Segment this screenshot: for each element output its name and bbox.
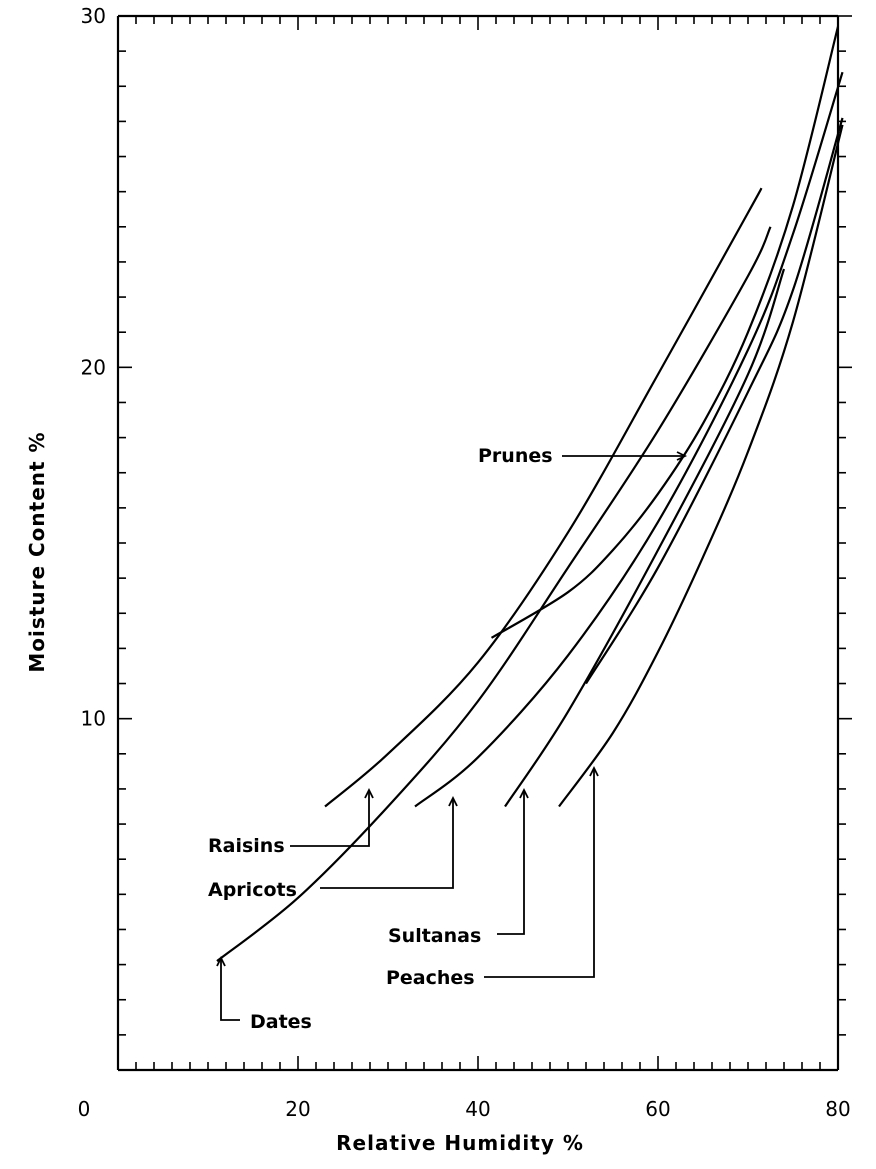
leader-arrow-dates [216,955,226,967]
leader-apricots [320,798,454,889]
leader-lines [216,451,688,1021]
leader-dates [220,958,240,1021]
y-tick-label-30: 30 [81,4,106,28]
ticks [118,15,852,1070]
curve-unlabeled [585,117,844,685]
axes [116,14,840,1072]
curve-prunes [490,26,840,639]
series-label-apricots: Apricots [208,879,297,901]
x-axis-title: Relative Humidity % [336,1131,584,1155]
series-label-raisins: Raisins [208,835,285,857]
leader-arrow-peaches [589,765,599,777]
y-axis-title: Moisture Content % [25,431,49,672]
y-tick-label-10: 10 [81,707,106,731]
curve-sultanas [414,71,844,808]
x-tick-label-20: 20 [285,1097,310,1121]
x-tick-label-60: 60 [645,1097,670,1121]
series-label-sultanas: Sultanas [388,925,481,947]
series-label-peaches: Peaches [386,967,475,989]
leader-raisins [290,790,370,847]
curve-raisins [324,187,763,808]
series-label-prunes: Prunes [478,445,553,467]
leader-arrow-sultanas [519,787,529,799]
x-tick-label-80: 80 [825,1097,850,1121]
curves [216,26,844,962]
x-tick-label-40: 40 [465,1097,490,1121]
curve-apricots [216,226,772,962]
leader-peaches [484,768,595,978]
curve-dates [558,124,844,808]
x-tick-label-0: 0 [78,1097,91,1121]
series-label-dates: Dates [250,1011,312,1033]
y-tick-label-20: 20 [81,355,106,379]
leader-arrow-apricots [448,795,458,807]
curve-peaches [504,268,786,808]
leader-sultanas [497,790,525,935]
leader-arrow-raisins [364,787,374,799]
leader-arrow-prunes [676,451,688,461]
